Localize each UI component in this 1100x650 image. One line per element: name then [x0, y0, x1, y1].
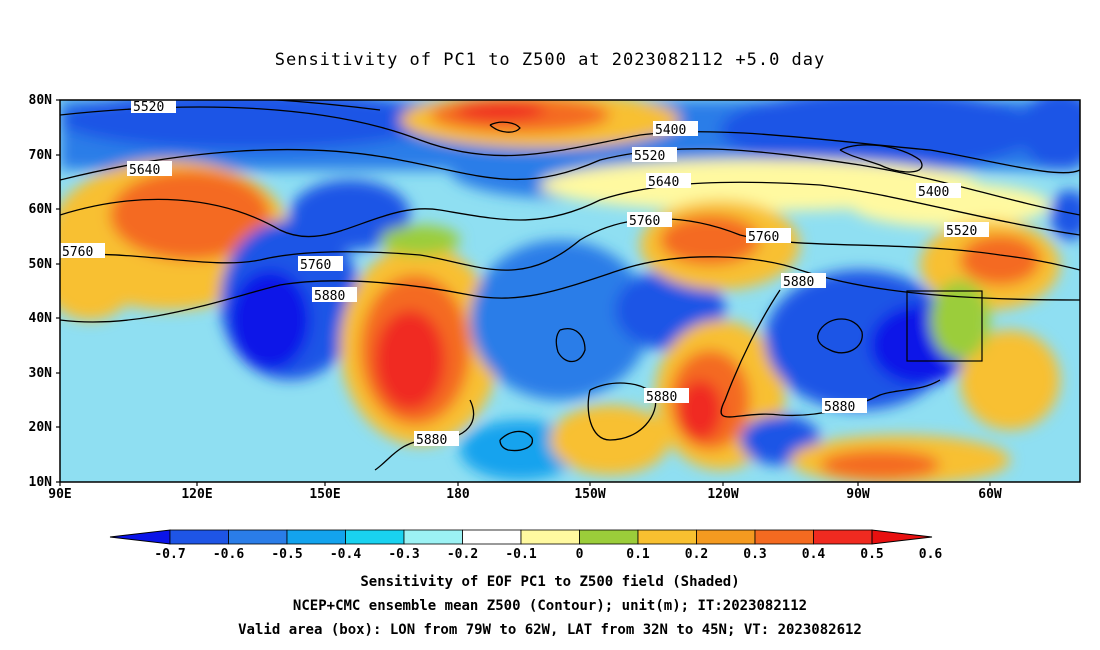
lat-label: 60N — [29, 202, 53, 217]
colorbar-swatch — [345, 529, 405, 545]
lon-label: 90E — [48, 487, 71, 502]
contour-label: 5640 — [129, 163, 160, 178]
contour-label: 5880 — [783, 275, 814, 290]
axis-ticks — [56, 99, 991, 486]
lon-label: 180 — [446, 487, 470, 502]
lat-label: 50N — [29, 257, 53, 272]
contour-label: 5520 — [946, 224, 977, 239]
contour-label: 5520 — [133, 100, 164, 115]
contour-label: 5400 — [918, 185, 949, 200]
z500-contours — [60, 100, 1080, 471]
lat-label: 20N — [29, 420, 53, 435]
lon-label: 90W — [846, 487, 870, 502]
lat-label: 40N — [29, 311, 53, 326]
colorbar-arrow-right — [871, 529, 933, 545]
contour-label: 5640 — [648, 175, 679, 190]
colorbar-tick-label: -0.7 — [154, 547, 185, 562]
colorbar-tick-label: -0.3 — [388, 547, 419, 562]
colorbar-swatch — [696, 529, 756, 545]
colorbar-tick-label: 0.3 — [743, 547, 766, 562]
contour-label: 5880 — [416, 433, 447, 448]
contour-label: 5760 — [748, 230, 779, 245]
colorbar-swatch — [754, 529, 814, 545]
caption-line-1: Sensitivity of EOF PC1 to Z500 field (Sh… — [360, 574, 740, 590]
colorbar-tick-label: 0.1 — [626, 547, 650, 562]
colorbar-tick-label: -0.5 — [271, 547, 302, 562]
colorbar-tick-label: -0.4 — [330, 547, 361, 562]
colorbar-tick-label: -0.2 — [447, 547, 478, 562]
colorbar-tick-label: 0.2 — [685, 547, 708, 562]
lon-label: 60W — [978, 487, 1002, 502]
colorbar-tick-label: 0 — [576, 547, 584, 562]
colorbar-swatch — [403, 529, 463, 545]
colorbar-swatch — [169, 529, 229, 545]
lon-label: 150E — [309, 487, 340, 502]
lon-labels: 90E 120E 150E 180 150W 120W 90W 60W — [48, 487, 1002, 502]
caption-line-2: NCEP+CMC ensemble mean Z500 (Contour); u… — [292, 598, 808, 614]
contour-labels: 5520 5640 5760 5760 5880 5880 5880 5880 … — [60, 98, 989, 448]
lat-labels: 80N 70N 60N 50N 40N 30N 20N 10N — [29, 93, 53, 490]
colorbar-swatch — [579, 529, 639, 545]
contour-label: 5880 — [314, 289, 345, 304]
colorbar-swatch — [520, 529, 580, 545]
map-frame — [59, 99, 1081, 483]
lat-label: 10N — [29, 475, 53, 490]
colorbar-tick-label: 0.5 — [860, 547, 883, 562]
lat-label: 80N — [29, 93, 53, 108]
contour-label: 5760 — [629, 214, 660, 229]
colorbar-swatch — [637, 529, 697, 545]
colorbar-swatch — [286, 529, 346, 545]
lat-label: 70N — [29, 148, 53, 163]
contour-label: 5760 — [62, 245, 93, 260]
contour-label: 5880 — [646, 390, 677, 405]
map-title: Sensitivity of PC1 to Z500 at 2023082112… — [274, 50, 826, 70]
lat-label: 30N — [29, 366, 53, 381]
contour-label: 5520 — [634, 149, 665, 164]
colorbar-swatch — [813, 529, 873, 545]
lon-label: 120W — [707, 487, 738, 502]
caption-line-3: Valid area (box): LON from 79W to 62W, L… — [238, 622, 862, 638]
valid-area-box — [906, 290, 983, 362]
colorbar-tick-label: 0.6 — [919, 547, 943, 562]
contour-label: 5760 — [300, 258, 331, 273]
colorbar-tick-label: -0.6 — [213, 547, 244, 562]
contour-label: 5400 — [655, 123, 686, 138]
colorbar-tick-label: 0.4 — [802, 547, 826, 562]
colorbar-swatch — [228, 529, 288, 545]
lon-label: 120E — [181, 487, 212, 502]
colorbar-arrow-left — [109, 529, 171, 545]
sensitivity-shading — [60, 100, 1080, 482]
lon-label: 150W — [574, 487, 605, 502]
colorbar-tick-label: -0.1 — [505, 547, 536, 562]
colorbar: -0.7 -0.6 -0.5 -0.4 -0.3 -0.2 -0.1 0 0.1 0.2 0.3 0.… — [109, 529, 943, 562]
contour-label: 5880 — [824, 400, 855, 415]
colorbar-swatch — [462, 529, 522, 545]
